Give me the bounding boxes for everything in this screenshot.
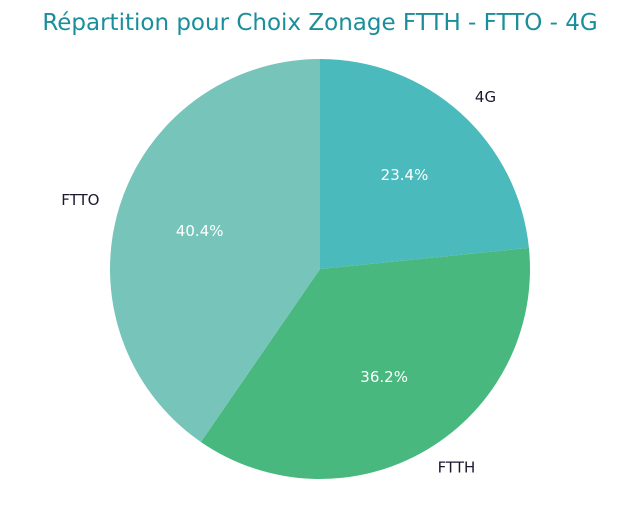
pct-label-ftto: 40.4% xyxy=(176,222,224,240)
slice-label-ftto: FTTO xyxy=(61,191,99,209)
pct-label-ftth: 36.2% xyxy=(360,368,408,386)
pie-labels: 23.4% 4G 36.2% FTTH 40.4% FTTO xyxy=(61,88,496,476)
pie-slices xyxy=(110,59,530,479)
slice-label-ftth: FTTH xyxy=(438,458,476,476)
pie-slice-4g xyxy=(320,59,529,269)
pie-slice-ftth xyxy=(200,247,530,479)
slice-label-4g: 4G xyxy=(475,88,496,106)
chart-title: Répartition pour Choix Zonage FTTH - FTT… xyxy=(42,10,597,36)
pie-slice-ftto xyxy=(110,59,320,442)
pct-label-4g: 23.4% xyxy=(381,166,429,184)
